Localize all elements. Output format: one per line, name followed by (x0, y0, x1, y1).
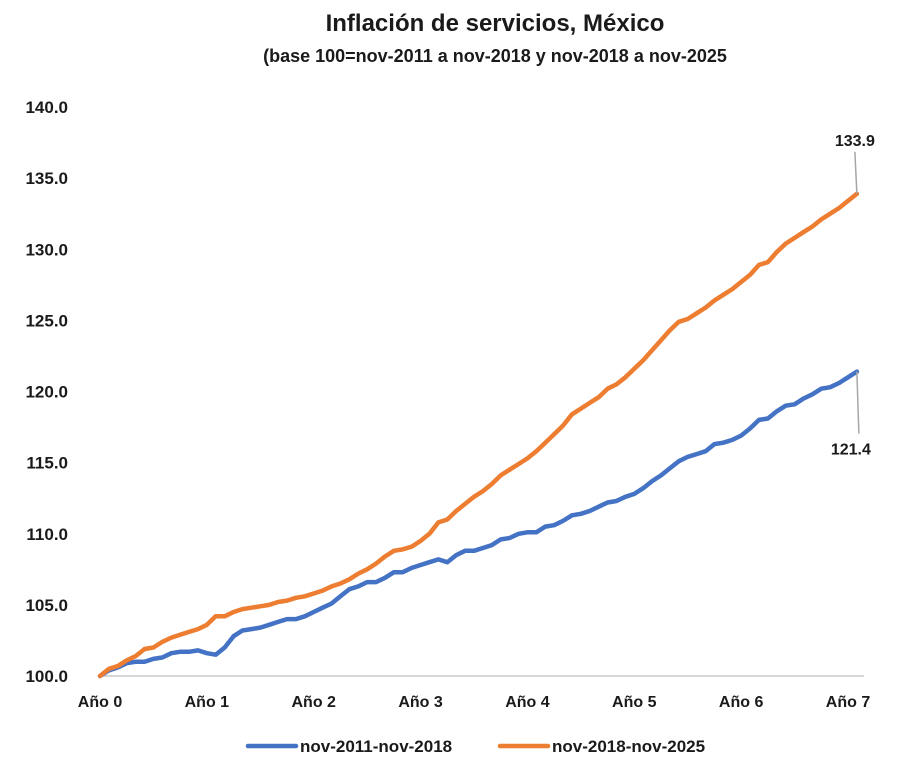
x-axis: Año 0 Año 1 Año 2 Año 3 Año 4 Año 5 Año 6 Año 7 (78, 675, 871, 711)
series-line (97, 369, 860, 679)
series-line (97, 191, 860, 679)
x-tick-label: Año 0 (78, 694, 123, 711)
end-value-label: 133.9 (835, 133, 875, 150)
end-value-label: 121.4 (831, 442, 871, 459)
series-lines (97, 191, 860, 679)
x-tick-label: Año 5 (612, 694, 657, 711)
x-tick-label: Año 3 (398, 694, 443, 711)
end-labels: 121.4 133.9 (831, 133, 875, 459)
end-label-leader (856, 371, 860, 434)
chart-title: Inflación de servicios, México (326, 10, 665, 37)
x-tick-label: Año 7 (826, 694, 871, 711)
y-tick-label: 105.0 (25, 596, 68, 615)
legend: nov-2011-nov-2018 nov-2018-nov-2025 (245, 737, 705, 756)
x-tick-label: Año 4 (505, 694, 550, 711)
chart-subtitle: (base 100=nov-2011 a nov-2018 y nov-2018… (263, 46, 727, 66)
y-tick-label: 115.0 (26, 454, 68, 473)
end-label-leader (854, 151, 858, 194)
y-tick-label: 125.0 (25, 311, 68, 330)
x-tick-label: Año 2 (291, 694, 336, 711)
y-tick-label: 140.0 (25, 98, 68, 117)
y-tick-label: 135.0 (25, 169, 68, 188)
y-tick-label: 120.0 (25, 383, 68, 402)
y-tick-label: 110.0 (26, 525, 68, 544)
y-axis-ticks: 100.0 105.0 110.0 115.0 120.0 125.0 130.0 135.0… (25, 98, 68, 686)
legend-label: nov-2011-nov-2018 (300, 737, 452, 756)
y-tick-label: 130.0 (25, 240, 68, 259)
x-tick-label: Año 6 (719, 694, 764, 711)
y-tick-label: 100.0 (25, 667, 68, 686)
legend-label: nov-2018-nov-2025 (552, 737, 705, 756)
x-tick-label: Año 1 (185, 694, 230, 711)
